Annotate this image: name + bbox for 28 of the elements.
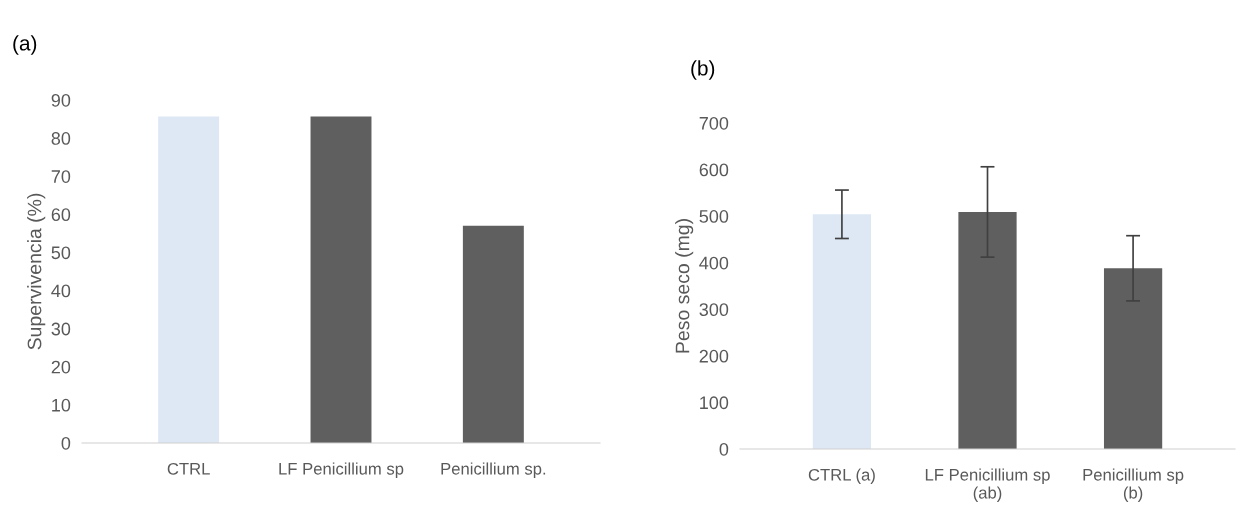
x-tick-label: LF Penicillium sp (ab): [925, 468, 1050, 502]
chart-title: (b): [691, 60, 715, 80]
x-tick-label: Penicillium sp (b): [1083, 468, 1184, 502]
y-tick-label: 600: [699, 163, 729, 177]
y-tick-label: 90: [51, 93, 71, 107]
y-tick-label: 40: [51, 284, 71, 298]
y-tick-label: 10: [52, 398, 71, 412]
y-tick-label: 0: [719, 442, 729, 456]
y-tick-label: 400: [699, 256, 729, 270]
y-tick-label: 0: [61, 436, 71, 450]
y-tick-label: 100: [700, 396, 729, 410]
x-tick-label: Penicillium sp.: [441, 462, 546, 478]
y-tick-label: 70: [51, 170, 71, 183]
y-tick-label: 50: [51, 246, 71, 260]
chart-title: (a): [13, 35, 37, 55]
y-tick-label: 20: [51, 360, 71, 374]
y-axis-title: Supervivencia (%): [27, 193, 46, 350]
y-tick-label: 60: [51, 208, 71, 222]
y-axis-title: Peso seco (mg): [675, 219, 694, 353]
y-tick-label: 80: [51, 132, 71, 145]
y-tick-label: 30: [51, 322, 71, 336]
x-tick-label: CTRL: [167, 462, 210, 475]
x-tick-label: CTRL (a): [808, 468, 875, 484]
y-tick-label: 700: [699, 116, 729, 130]
y-tick-label: 200: [699, 349, 729, 363]
x-tick-label: LF Penicillium sp: [279, 462, 404, 478]
y-tick-label: 300: [699, 303, 729, 317]
y-tick-label: 500: [699, 210, 729, 223]
